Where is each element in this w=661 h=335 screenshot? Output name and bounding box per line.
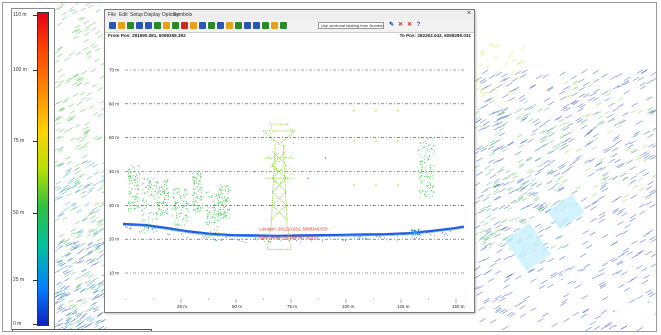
close-icon[interactable]: × xyxy=(466,10,471,17)
tower-icon[interactable] xyxy=(244,22,251,29)
legend-tick: 75 m xyxy=(13,138,38,144)
legend-tick: 0 m xyxy=(13,321,39,327)
app-frame: 110 m 100 m 75 m 50 m 25 m 0 m File Edit… xyxy=(2,2,657,332)
profile-plot[interactable]: 70 m 60 m 50 m 40 m 30 m 20 m 10 m 25 m 50 m 75 m… xyxy=(105,40,474,312)
position-bar: From Pos: 281990.081, 6098358.392 To Pos… xyxy=(105,32,474,40)
from-position: From Pos: 281990.081, 6098358.392 xyxy=(108,33,186,38)
y-axis-label: 70 m xyxy=(109,68,119,73)
transmission-tower xyxy=(262,123,296,250)
zoom-out-icon[interactable] xyxy=(145,22,152,29)
y-axis-label: 20 m xyxy=(109,237,119,242)
vector-icon[interactable] xyxy=(253,22,260,29)
menu-symbols[interactable]: Symbols xyxy=(173,12,193,18)
menu-setup[interactable]: Setup xyxy=(130,12,144,18)
y-axis-label: 40 m xyxy=(109,169,119,174)
zoom-in-icon[interactable] xyxy=(136,22,143,29)
status-box xyxy=(12,329,152,331)
legend-tick: 25 m xyxy=(13,277,38,283)
arrow-right-icon[interactable] xyxy=(118,22,125,29)
edit-icon[interactable]: ✎ xyxy=(388,22,395,28)
legend-color-scale xyxy=(37,12,49,326)
profile-window[interactable]: File Edit Setup Display Options Symbols … xyxy=(104,9,475,313)
ruler-icon[interactable] xyxy=(199,22,206,29)
legend-tick: 100 m xyxy=(13,67,37,73)
y-axis-label: 30 m xyxy=(109,203,119,208)
to-position: To Pos: 282263.043, 6098289.031 xyxy=(399,33,471,38)
close-x-icon[interactable]: ✕ xyxy=(397,22,404,28)
cross-icon[interactable]: ✕ xyxy=(406,22,413,28)
measure-icon[interactable] xyxy=(190,22,197,29)
y-axis-label: 60 m xyxy=(109,101,119,106)
legend-tick: 50 m xyxy=(13,210,38,216)
menu-display-options[interactable]: Display Options xyxy=(144,12,180,18)
y-axis-label: 50 m xyxy=(109,135,119,140)
select-icon[interactable] xyxy=(271,22,278,29)
layers-icon[interactable] xyxy=(163,22,170,29)
layer-dropdown[interactable]: Use sectional tabbing from Number xyxy=(318,22,384,29)
x-axis-label: 100 m xyxy=(342,304,355,309)
pan-icon[interactable] xyxy=(262,22,269,29)
location-annotation: Location: 281113.032, 6098340.079 xyxy=(259,227,328,232)
building-icon[interactable] xyxy=(217,22,224,29)
tree-icon[interactable] xyxy=(235,22,242,29)
table-icon[interactable] xyxy=(172,22,179,29)
menu-edit[interactable]: Edit xyxy=(119,12,128,18)
zoom-extent-icon[interactable] xyxy=(154,22,161,29)
tower-icon[interactable] xyxy=(226,22,233,29)
menu-file[interactable]: File xyxy=(108,12,117,18)
x-axis-label: 125 m xyxy=(397,304,410,309)
legend-tick: 110 m xyxy=(13,12,37,18)
line-icon[interactable] xyxy=(208,22,215,29)
x-axis-label: 25 m xyxy=(177,304,187,309)
elevation-legend: 110 m 100 m 75 m 50 m 25 m 0 m xyxy=(11,8,55,330)
distance-annotation: Elev: 11.547 m; Dist: 67.103 m xyxy=(259,235,318,240)
help-icon[interactable]: ? xyxy=(416,22,421,28)
x-axis-label: 150 m xyxy=(452,304,465,309)
hand-icon[interactable] xyxy=(127,22,134,29)
arrow-left-icon[interactable] xyxy=(109,22,116,29)
toolbar: Use sectional tabbing from Number ✎ ✕ ✕? xyxy=(105,20,474,33)
x-axis-label: 75 m xyxy=(287,304,297,309)
pencil-icon[interactable] xyxy=(280,22,287,29)
y-axis-label: 10 m xyxy=(109,271,119,276)
flag-icon[interactable] xyxy=(181,22,188,29)
x-axis-label: 50 m xyxy=(232,304,242,309)
